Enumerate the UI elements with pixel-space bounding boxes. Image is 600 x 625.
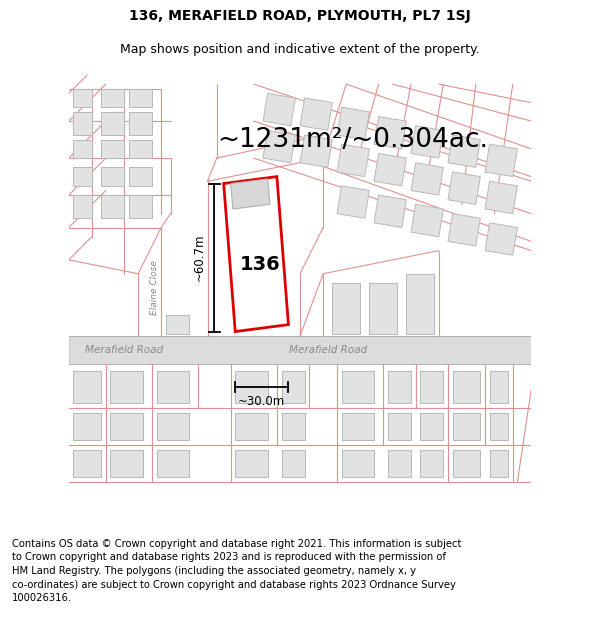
Polygon shape bbox=[337, 107, 370, 139]
Polygon shape bbox=[73, 139, 92, 158]
Polygon shape bbox=[281, 371, 305, 403]
Polygon shape bbox=[263, 131, 295, 162]
Polygon shape bbox=[73, 112, 92, 135]
Polygon shape bbox=[101, 168, 124, 186]
Polygon shape bbox=[101, 139, 124, 158]
Polygon shape bbox=[485, 144, 517, 177]
Polygon shape bbox=[370, 283, 397, 334]
Polygon shape bbox=[411, 204, 443, 237]
Polygon shape bbox=[235, 449, 268, 478]
Polygon shape bbox=[420, 412, 443, 440]
Polygon shape bbox=[129, 168, 152, 186]
Polygon shape bbox=[300, 98, 332, 131]
Polygon shape bbox=[73, 89, 92, 107]
Polygon shape bbox=[448, 214, 481, 246]
Polygon shape bbox=[73, 412, 101, 440]
Polygon shape bbox=[281, 412, 305, 440]
Polygon shape bbox=[230, 179, 270, 209]
Polygon shape bbox=[332, 283, 360, 334]
Polygon shape bbox=[129, 195, 152, 218]
Polygon shape bbox=[110, 371, 143, 403]
Polygon shape bbox=[235, 371, 268, 403]
Polygon shape bbox=[337, 186, 370, 218]
Text: ~1231m²/~0.304ac.: ~1231m²/~0.304ac. bbox=[217, 127, 488, 152]
Text: Merafield Road: Merafield Road bbox=[85, 345, 163, 355]
Polygon shape bbox=[73, 168, 92, 186]
Polygon shape bbox=[224, 177, 289, 331]
Polygon shape bbox=[235, 412, 268, 440]
Polygon shape bbox=[448, 135, 481, 168]
Text: ~60.7m: ~60.7m bbox=[193, 234, 206, 281]
Polygon shape bbox=[157, 371, 189, 403]
Polygon shape bbox=[341, 371, 374, 403]
Polygon shape bbox=[374, 195, 406, 228]
Polygon shape bbox=[110, 412, 143, 440]
Polygon shape bbox=[452, 412, 481, 440]
Polygon shape bbox=[490, 449, 508, 478]
Polygon shape bbox=[420, 371, 443, 403]
Polygon shape bbox=[388, 371, 411, 403]
Polygon shape bbox=[166, 316, 189, 334]
Polygon shape bbox=[101, 112, 124, 135]
Text: ~30.0m: ~30.0m bbox=[238, 396, 286, 408]
Text: Merafield Road: Merafield Road bbox=[289, 345, 367, 355]
Polygon shape bbox=[388, 412, 411, 440]
Polygon shape bbox=[129, 139, 152, 158]
Polygon shape bbox=[73, 371, 101, 403]
Polygon shape bbox=[281, 449, 305, 478]
Polygon shape bbox=[485, 223, 517, 255]
Polygon shape bbox=[341, 449, 374, 478]
Polygon shape bbox=[452, 449, 481, 478]
Polygon shape bbox=[420, 449, 443, 478]
Polygon shape bbox=[110, 449, 143, 478]
Text: Map shows position and indicative extent of the property.: Map shows position and indicative extent… bbox=[120, 42, 480, 56]
Text: 136: 136 bbox=[241, 255, 281, 274]
Text: 136, MERAFIELD ROAD, PLYMOUTH, PL7 1SJ: 136, MERAFIELD ROAD, PLYMOUTH, PL7 1SJ bbox=[129, 9, 471, 23]
Polygon shape bbox=[300, 135, 332, 168]
Polygon shape bbox=[452, 371, 481, 403]
Polygon shape bbox=[337, 144, 370, 177]
Polygon shape bbox=[73, 449, 101, 478]
Polygon shape bbox=[485, 181, 517, 214]
Polygon shape bbox=[341, 412, 374, 440]
Polygon shape bbox=[406, 274, 434, 334]
Polygon shape bbox=[490, 412, 508, 440]
Polygon shape bbox=[388, 449, 411, 478]
Text: Contains OS data © Crown copyright and database right 2021. This information is : Contains OS data © Crown copyright and d… bbox=[12, 539, 461, 603]
Polygon shape bbox=[69, 336, 531, 364]
Polygon shape bbox=[411, 126, 443, 158]
Polygon shape bbox=[490, 371, 508, 403]
Polygon shape bbox=[411, 162, 443, 195]
Polygon shape bbox=[374, 154, 406, 186]
Polygon shape bbox=[129, 112, 152, 135]
Polygon shape bbox=[448, 172, 481, 204]
Polygon shape bbox=[101, 89, 124, 107]
Text: Elaine Close: Elaine Close bbox=[150, 260, 159, 315]
Polygon shape bbox=[73, 195, 92, 218]
Polygon shape bbox=[129, 89, 152, 107]
Polygon shape bbox=[157, 449, 189, 478]
Polygon shape bbox=[101, 195, 124, 218]
Polygon shape bbox=[374, 116, 406, 149]
Polygon shape bbox=[263, 93, 295, 126]
Polygon shape bbox=[157, 412, 189, 440]
